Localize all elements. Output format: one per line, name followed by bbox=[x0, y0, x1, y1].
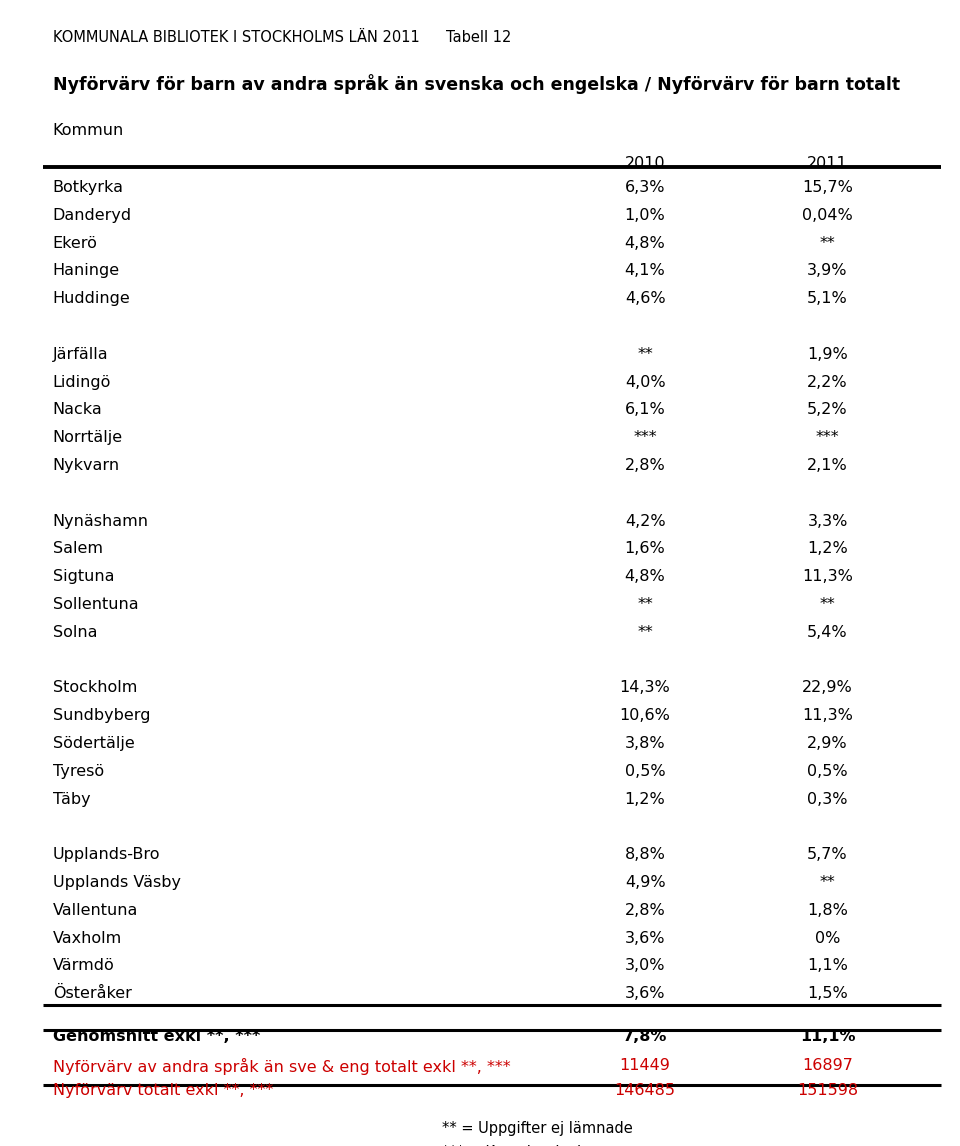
Text: 15,7%: 15,7% bbox=[803, 180, 852, 195]
Text: 1,8%: 1,8% bbox=[807, 903, 848, 918]
Text: 8,8%: 8,8% bbox=[625, 847, 665, 862]
Text: **: ** bbox=[820, 236, 835, 251]
Text: 146485: 146485 bbox=[614, 1083, 676, 1098]
Text: Lidingö: Lidingö bbox=[53, 375, 111, 390]
Text: 2010: 2010 bbox=[625, 156, 665, 171]
Text: Nyförvärv av andra språk än sve & eng totalt exkl **, ***: Nyförvärv av andra språk än sve & eng to… bbox=[53, 1058, 511, 1075]
Text: 0%: 0% bbox=[815, 931, 840, 945]
Text: Tyresö: Tyresö bbox=[53, 763, 104, 779]
Text: 2,8%: 2,8% bbox=[625, 903, 665, 918]
Text: Södertälje: Södertälje bbox=[53, 736, 134, 751]
Text: 16897: 16897 bbox=[803, 1058, 852, 1073]
Text: Nyförvärv totalt exkl **, ***: Nyförvärv totalt exkl **, *** bbox=[53, 1083, 273, 1098]
Text: Ekerö: Ekerö bbox=[53, 236, 98, 251]
Text: Upplands Väsby: Upplands Väsby bbox=[53, 874, 180, 890]
Text: Järfälla: Järfälla bbox=[53, 347, 108, 362]
Text: 1,2%: 1,2% bbox=[625, 792, 665, 807]
Text: Nacka: Nacka bbox=[53, 402, 103, 417]
Text: Solna: Solna bbox=[53, 625, 97, 639]
Text: Genomsnitt exkl **, ***: Genomsnitt exkl **, *** bbox=[53, 1029, 260, 1044]
Text: 3,3%: 3,3% bbox=[807, 513, 848, 528]
Text: 4,6%: 4,6% bbox=[625, 291, 665, 306]
Text: KOMMUNALA BIBLIOTEK I STOCKHOLMS LÄN 2011: KOMMUNALA BIBLIOTEK I STOCKHOLMS LÄN 201… bbox=[53, 30, 420, 45]
Text: 5,7%: 5,7% bbox=[807, 847, 848, 862]
Text: Österåker: Österåker bbox=[53, 986, 132, 1002]
Text: Huddinge: Huddinge bbox=[53, 291, 131, 306]
Text: 1,9%: 1,9% bbox=[807, 347, 848, 362]
Text: Värmdö: Värmdö bbox=[53, 958, 114, 973]
Text: 0,04%: 0,04% bbox=[803, 207, 852, 222]
Text: 0,5%: 0,5% bbox=[807, 763, 848, 779]
Text: 5,4%: 5,4% bbox=[807, 625, 848, 639]
Text: 1,1%: 1,1% bbox=[807, 958, 848, 973]
Text: Nyförvärv för barn av andra språk än svenska och engelska / Nyförvärv för barn t: Nyförvärv för barn av andra språk än sve… bbox=[53, 74, 900, 94]
Text: Haninge: Haninge bbox=[53, 264, 120, 278]
Text: Täby: Täby bbox=[53, 792, 90, 807]
Text: 2,1%: 2,1% bbox=[807, 458, 848, 473]
Text: Norrtälje: Norrtälje bbox=[53, 430, 123, 445]
Text: 6,1%: 6,1% bbox=[625, 402, 665, 417]
Text: 0,5%: 0,5% bbox=[625, 763, 665, 779]
Text: Nykvarn: Nykvarn bbox=[53, 458, 120, 473]
Text: ***: *** bbox=[634, 430, 657, 445]
Text: *** = Kan ej redovisas: *** = Kan ej redovisas bbox=[442, 1145, 605, 1146]
Text: 151598: 151598 bbox=[797, 1083, 858, 1098]
Text: Botkyrka: Botkyrka bbox=[53, 180, 124, 195]
Text: Kommun: Kommun bbox=[53, 123, 124, 138]
Text: 11,1%: 11,1% bbox=[800, 1029, 855, 1044]
Text: ***: *** bbox=[816, 430, 839, 445]
Text: **: ** bbox=[637, 597, 653, 612]
Text: 4,8%: 4,8% bbox=[625, 570, 665, 584]
Text: 5,2%: 5,2% bbox=[807, 402, 848, 417]
Text: 4,1%: 4,1% bbox=[625, 264, 665, 278]
Text: **: ** bbox=[637, 625, 653, 639]
Text: Stockholm: Stockholm bbox=[53, 681, 137, 696]
Text: 4,8%: 4,8% bbox=[625, 236, 665, 251]
Text: Sollentuna: Sollentuna bbox=[53, 597, 138, 612]
Text: 0,3%: 0,3% bbox=[807, 792, 848, 807]
Text: 1,0%: 1,0% bbox=[625, 207, 665, 222]
Text: 11,3%: 11,3% bbox=[803, 708, 852, 723]
Text: ** = Uppgifter ej lämnade: ** = Uppgifter ej lämnade bbox=[442, 1121, 633, 1136]
Text: 3,6%: 3,6% bbox=[625, 931, 665, 945]
Text: 4,2%: 4,2% bbox=[625, 513, 665, 528]
Text: Vallentuna: Vallentuna bbox=[53, 903, 138, 918]
Text: 10,6%: 10,6% bbox=[620, 708, 670, 723]
Text: 6,3%: 6,3% bbox=[625, 180, 665, 195]
Text: 5,1%: 5,1% bbox=[807, 291, 848, 306]
Text: 1,5%: 1,5% bbox=[807, 986, 848, 1002]
Text: 1,2%: 1,2% bbox=[807, 541, 848, 556]
Text: 4,9%: 4,9% bbox=[625, 874, 665, 890]
Text: 2,9%: 2,9% bbox=[807, 736, 848, 751]
Text: 3,0%: 3,0% bbox=[625, 958, 665, 973]
Text: **: ** bbox=[637, 347, 653, 362]
Text: 2011: 2011 bbox=[807, 156, 848, 171]
Text: **: ** bbox=[820, 597, 835, 612]
Text: Danderyd: Danderyd bbox=[53, 207, 132, 222]
Text: 2,2%: 2,2% bbox=[807, 375, 848, 390]
Text: Vaxholm: Vaxholm bbox=[53, 931, 122, 945]
Text: 11449: 11449 bbox=[620, 1058, 670, 1073]
Text: Nynäshamn: Nynäshamn bbox=[53, 513, 149, 528]
Text: Sundbyberg: Sundbyberg bbox=[53, 708, 151, 723]
Text: 3,6%: 3,6% bbox=[625, 986, 665, 1002]
Text: 4,0%: 4,0% bbox=[625, 375, 665, 390]
Text: 2,8%: 2,8% bbox=[625, 458, 665, 473]
Text: 1,6%: 1,6% bbox=[625, 541, 665, 556]
Text: Tabell 12: Tabell 12 bbox=[446, 30, 512, 45]
Text: **: ** bbox=[820, 874, 835, 890]
Text: 3,8%: 3,8% bbox=[625, 736, 665, 751]
Text: Upplands-Bro: Upplands-Bro bbox=[53, 847, 160, 862]
Text: Sigtuna: Sigtuna bbox=[53, 570, 114, 584]
Text: 3,9%: 3,9% bbox=[807, 264, 848, 278]
Text: Salem: Salem bbox=[53, 541, 103, 556]
Text: 7,8%: 7,8% bbox=[623, 1029, 667, 1044]
Text: 14,3%: 14,3% bbox=[620, 681, 670, 696]
Text: 11,3%: 11,3% bbox=[803, 570, 852, 584]
Text: 22,9%: 22,9% bbox=[803, 681, 852, 696]
